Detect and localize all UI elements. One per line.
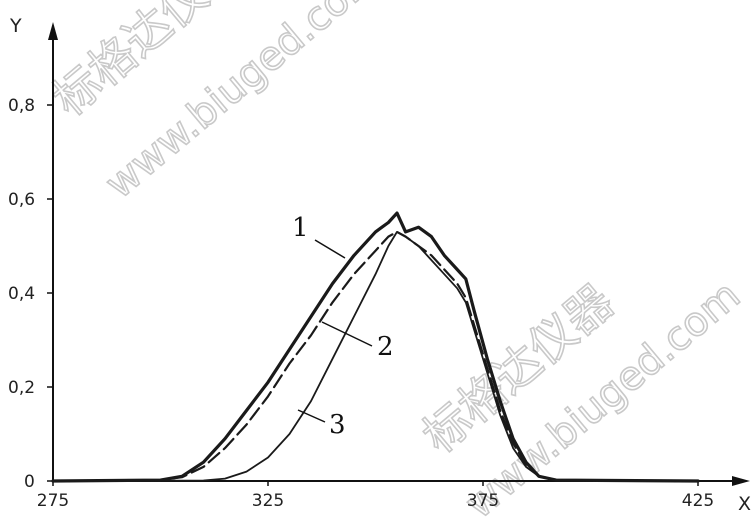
- y-axis-title: Y: [9, 15, 22, 37]
- y-tick-label: 0,4: [8, 284, 35, 304]
- x-axis-title: X: [738, 493, 751, 515]
- y-tick-label: 0,6: [8, 190, 35, 210]
- ticks: 0 0,2 0,4 0,6 0,8 275 325 375 425: [8, 96, 714, 511]
- x-tick-label: 375: [467, 491, 499, 511]
- curve-1-leader: [314, 239, 346, 259]
- y-axis-arrow: [48, 22, 58, 40]
- x-axis-arrow: [732, 476, 750, 486]
- y-tick-label: 0,8: [8, 96, 35, 116]
- curve-labels: 1 2 3: [292, 213, 394, 440]
- series-layer: [51, 211, 700, 483]
- series-3-line: [52, 231, 699, 482]
- series-2-line: [51, 230, 700, 483]
- curve-3-leader: [297, 409, 326, 423]
- x-tick-label: 325: [252, 491, 284, 511]
- curve-2-label: 2: [377, 332, 394, 362]
- y-tick-label: 0,2: [8, 378, 35, 398]
- curve-1-label: 1: [292, 213, 309, 243]
- curve-3-label: 3: [329, 410, 346, 440]
- x-tick-label: 275: [37, 491, 69, 511]
- x-tick-label: 425: [682, 491, 714, 511]
- curve-2-leader: [321, 321, 373, 347]
- series-1-line: [51, 211, 700, 483]
- y-tick-label: 0: [24, 472, 35, 492]
